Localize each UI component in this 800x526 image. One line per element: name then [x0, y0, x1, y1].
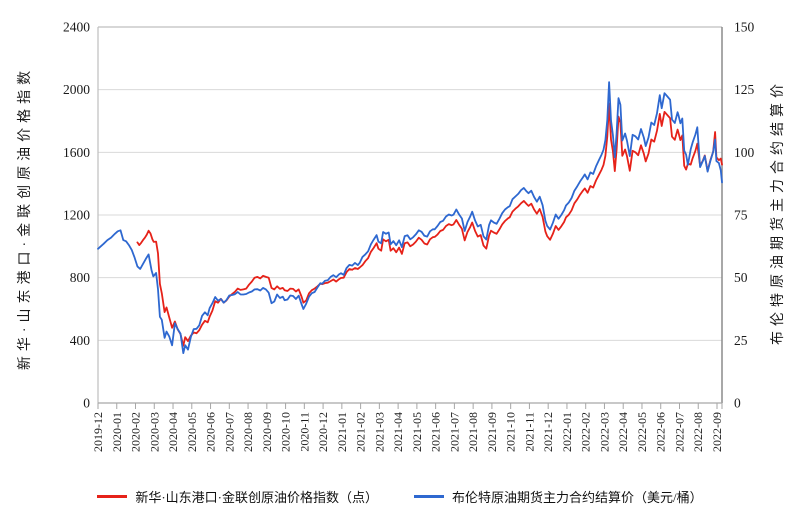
x-tick-label: 2019-12	[91, 412, 105, 452]
x-tick-label: 2020-12	[316, 412, 330, 452]
x-tick-label: 2021-11	[522, 412, 536, 452]
left-axis-tick-label: 2400	[63, 20, 90, 35]
x-tick-label: 2020-09	[260, 412, 274, 452]
series-line-index-red	[136, 102, 723, 347]
x-tick-label: 2021-09	[485, 412, 499, 452]
x-tick-label: 2021-12	[541, 412, 555, 452]
x-tick-label: 2021-01	[335, 412, 349, 452]
right-axis-tick-label: 100	[734, 145, 755, 160]
x-tick-label: 2020-01	[110, 412, 124, 452]
right-axis-tick-label: 150	[734, 20, 755, 35]
right-axis-tick-label: 0	[734, 396, 741, 411]
x-tick-label: 2022-03	[597, 412, 611, 452]
right-axis-tick-label: 75	[734, 208, 748, 223]
x-tick-label: 2022-05	[635, 412, 649, 452]
legend-blue-line-swatch	[414, 495, 445, 498]
x-tick-label: 2020-10	[279, 412, 293, 452]
legend-red-label: 新华·山东港口·金联创原油价格指数（点）	[135, 490, 379, 505]
x-tick-label: 2021-06	[429, 412, 443, 452]
x-tick-label: 2022-07	[672, 412, 686, 452]
x-tick-label: 2021-02	[354, 412, 368, 452]
x-tick-label: 2020-06	[204, 412, 218, 452]
left-axis-tick-label: 2000	[63, 82, 90, 97]
left-axis-title: 新华·山东港口·金联创原油价格指数	[18, 65, 33, 371]
x-tick-label: 2020-11	[297, 412, 311, 452]
x-tick-label: 2022-08	[691, 412, 705, 452]
right-axis-tick-label: 50	[734, 270, 748, 285]
right-axis-tick-label: 25	[734, 333, 748, 348]
x-tick-label: 2022-06	[654, 412, 668, 452]
x-tick-label: 2022-09	[710, 412, 724, 452]
legend-entry-index: 新华·山东港口·金联创原油价格指数（点）	[97, 487, 378, 506]
x-tick-label: 2020-05	[185, 412, 199, 452]
right-axis-title: 布伦特原油期货主力合约结算价	[771, 79, 786, 345]
x-tick-label: 2020-02	[129, 412, 143, 452]
legend-entry-brent: 布伦特原油期货主力合约结算价（美元/桶）	[414, 487, 703, 506]
left-axis-tick-label: 0	[83, 396, 90, 411]
x-tick-label: 2020-07	[222, 412, 236, 452]
x-tick-label: 2020-03	[147, 412, 161, 452]
left-axis-tick-label: 800	[70, 270, 91, 285]
left-axis-tick-label: 400	[70, 333, 91, 348]
series-line-brent-blue	[97, 81, 723, 355]
x-tick-label: 2021-07	[447, 412, 461, 452]
x-tick-label: 2021-05	[410, 412, 424, 452]
x-tick-label: 2022-02	[579, 412, 593, 452]
x-tick-label: 2021-04	[391, 412, 405, 452]
x-tick-label: 2020-08	[241, 412, 255, 452]
x-tick-label: 2021-10	[504, 412, 518, 452]
right-axis-tick-label: 125	[734, 82, 755, 97]
legend-blue-label: 布伦特原油期货主力合约结算价（美元/桶）	[452, 490, 703, 505]
left-axis-tick-label: 1600	[63, 145, 90, 160]
legend: 新华·山东港口·金联创原油价格指数（点） 布伦特原油期货主力合约结算价（美元/桶…	[0, 487, 800, 506]
x-tick-label: 2021-03	[372, 412, 386, 452]
left-axis-tick-label: 1200	[63, 208, 90, 223]
x-tick-label: 2022-04	[616, 412, 630, 452]
x-tick-label: 2020-04	[166, 412, 180, 452]
x-tick-label: 2022-01	[560, 412, 574, 452]
x-tick-label: 2021-08	[466, 412, 480, 452]
legend-red-line-swatch	[97, 495, 128, 498]
